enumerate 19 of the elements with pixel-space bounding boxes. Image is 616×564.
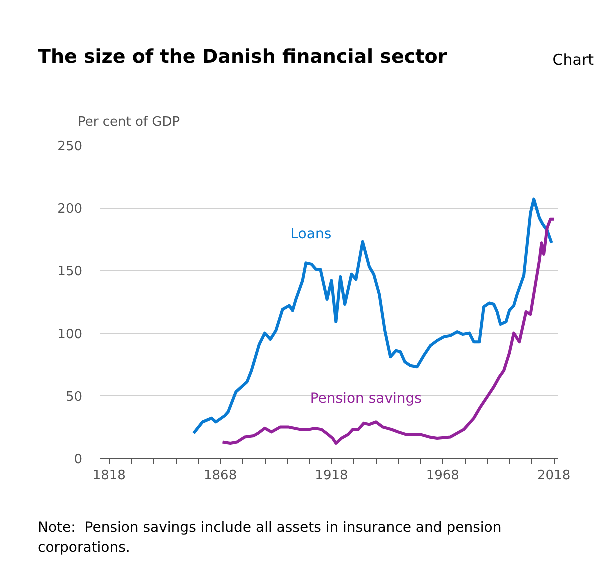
y-tick-label: 200 [58,202,83,218]
x-tick-label: 1918 [315,468,348,484]
line-series [221,218,556,445]
y-tick-label: 250 [58,140,83,154]
x-tick-label: 1968 [426,468,460,484]
text: Chart [552,50,594,71]
series-label: Loans [290,226,332,243]
series-label: Pension savings [310,390,422,407]
y-tick-label: 0 [74,452,83,468]
y-tick-label: 100 [58,327,83,342]
y-tick-label: 150 [58,264,83,280]
x-tick-label: 1868 [204,468,238,484]
line-series [192,198,554,435]
x-tick-label: 2018 [538,468,571,484]
y-tick-label: 50 [66,390,83,405]
chart-title: The size of the Danish financial sector [38,45,448,70]
text: Note: Pension savings include all assets in insurance and pension corporations. [38,519,503,558]
x-tick-label: 1818 [92,468,126,484]
y-axis-title: Per cent of GDP [78,114,180,132]
